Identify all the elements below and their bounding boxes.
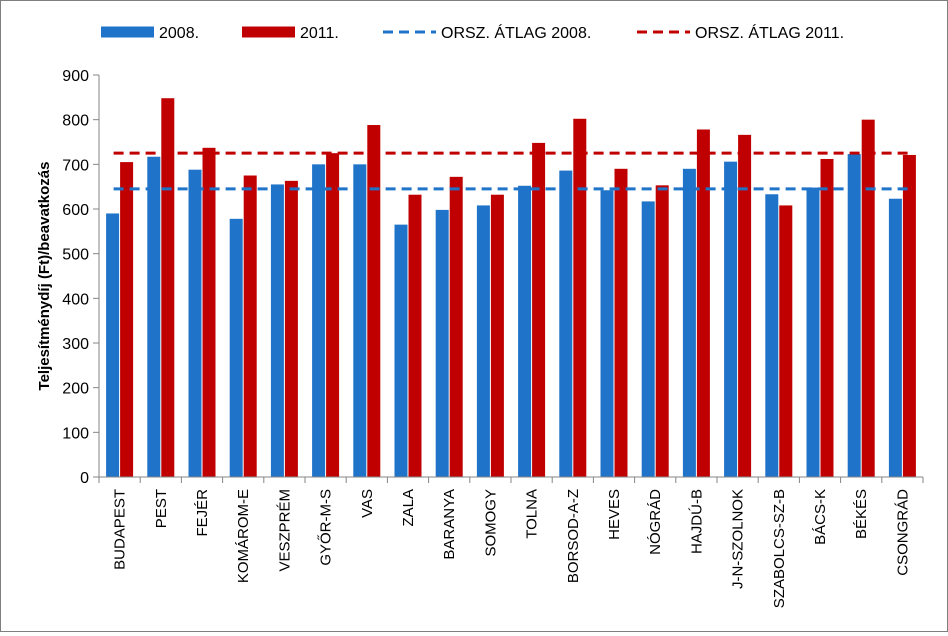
legend-label-2011: 2011. [300, 25, 339, 42]
bar-2008 [435, 209, 449, 478]
bar-2008 [724, 161, 738, 478]
x-category-label: CSONGRÁD [894, 489, 911, 576]
bar-2008 [312, 164, 326, 478]
bar-2008 [106, 213, 120, 477]
x-category-label: GYŐR-M-S [318, 489, 335, 566]
x-category-label: FEJÉR [194, 489, 211, 537]
x-category-label: VAS [359, 489, 376, 518]
y-tick-label: 0 [80, 470, 89, 487]
bar-2008 [765, 194, 779, 477]
legend: 2008. 2011. ORSZ. ÁTLAG 2008. ORSZ. ÁTLA… [101, 23, 844, 42]
bar-2008 [888, 198, 902, 477]
x-category-label: BUDAPEST [112, 489, 129, 570]
bar-2008 [559, 170, 573, 477]
bar-2011 [902, 154, 916, 477]
x-category-label: J-N-SZOLNOK [730, 489, 747, 589]
bar-2011 [284, 180, 298, 478]
bar-2011 [738, 134, 752, 477]
bar-2011 [490, 194, 504, 477]
bar-2011 [326, 153, 340, 477]
x-category-label: PEST [153, 489, 170, 528]
y-tick-label: 500 [62, 247, 89, 264]
y-axis: 0 100 200 300 400 500 600 700 800 900 [62, 68, 100, 487]
bars [106, 98, 916, 478]
y-axis-label: Teljesítménydíj (Ft)/beavatkozás [36, 162, 53, 391]
bar-2008 [188, 169, 202, 477]
x-category-label: TOLNA [524, 489, 541, 539]
x-category-label: BÉKÉS [853, 489, 870, 539]
bar-2008 [682, 168, 696, 478]
bar-2011 [532, 142, 546, 478]
bar-2008 [147, 156, 161, 478]
bar-2008 [229, 218, 243, 477]
bar-2008 [518, 185, 532, 478]
reference-lines [113, 151, 913, 191]
bar-2011 [655, 185, 669, 477]
legend-label-avg-2008: ORSZ. ÁTLAG 2008. [441, 23, 591, 42]
x-category-label: HAJDÚ-B [688, 489, 705, 554]
y-tick-label: 900 [62, 68, 89, 85]
legend-label-2008: 2008. [159, 25, 199, 42]
bar-2011 [573, 118, 587, 478]
bar-2008 [353, 164, 367, 478]
bar-2011 [861, 119, 875, 478]
bar-2011 [820, 158, 834, 477]
x-category-label: SZABOLCS-SZ-B [771, 489, 788, 608]
bar-2008 [476, 205, 490, 477]
bar-2011 [614, 168, 628, 478]
y-tick-label: 800 [62, 113, 89, 130]
bar-2011 [449, 176, 463, 477]
x-category-label: BORSOD-A-Z [565, 489, 582, 583]
x-category-label: NÓGRÁD [647, 489, 664, 555]
y-tick-label: 700 [62, 157, 89, 174]
bar-2011 [779, 205, 793, 477]
y-tick-label: 200 [62, 381, 89, 398]
x-category-label: KOMÁROM-E [235, 489, 252, 583]
bar-2008 [270, 184, 284, 477]
bar-2008 [394, 224, 408, 477]
x-category-label: ZALA [400, 489, 417, 527]
x-category-label: SOMOGY [482, 489, 499, 557]
y-tick-label: 400 [62, 291, 89, 308]
bar-2011 [202, 147, 216, 477]
bar-2011 [696, 129, 710, 477]
x-category-label: VESZPRÉM [276, 489, 293, 572]
x-category-label: BÁCS-K [812, 489, 829, 545]
bar-2008 [806, 187, 820, 477]
bar-2011 [243, 175, 257, 477]
bar-2011 [161, 98, 175, 477]
bar-2008 [847, 154, 861, 477]
bar-2008 [641, 201, 655, 477]
x-axis: BUDAPEST PEST FEJÉR KOMÁROM-E VESZPRÉM GYŐR-M… [98, 476, 924, 608]
bar-2011 [367, 125, 381, 477]
y-tick-label: 600 [62, 202, 89, 219]
bar-2011 [408, 194, 422, 477]
y-tick-label: 100 [62, 425, 89, 442]
y-tick-label: 300 [62, 336, 89, 353]
bar-2008 [600, 190, 614, 478]
x-category-label: BARANYA [441, 489, 458, 560]
x-category-label: HEVES [606, 489, 623, 540]
legend-label-avg-2011: ORSZ. ÁTLAG 2011. [695, 23, 844, 42]
bar-2011 [120, 162, 134, 477]
